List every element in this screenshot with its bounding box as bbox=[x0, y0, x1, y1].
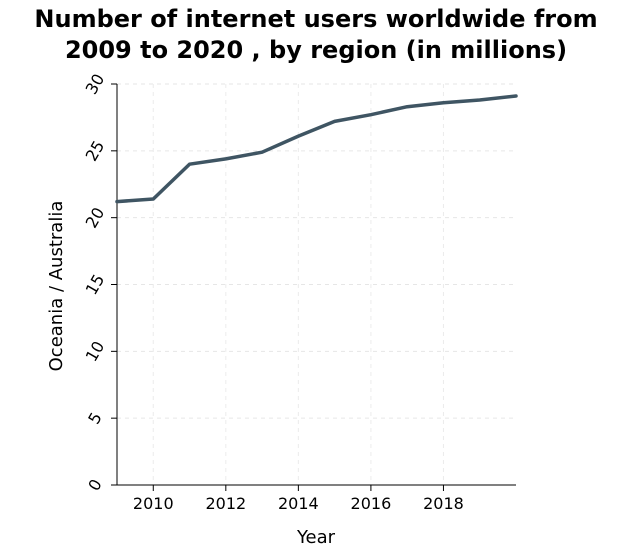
x-tick-label-2014: 2014 bbox=[278, 494, 319, 513]
series-layer bbox=[115, 94, 518, 204]
chart-title: Number of internet users worldwide from … bbox=[0, 4, 632, 66]
y-tick-label-15: 15 bbox=[82, 271, 109, 298]
chart-title-line-1: Number of internet users worldwide from bbox=[34, 5, 598, 33]
x-tick-label-2010: 2010 bbox=[133, 494, 174, 513]
x-tick-label-2018: 2018 bbox=[423, 494, 464, 513]
y-tick-label-10: 10 bbox=[82, 338, 109, 365]
grid-lines bbox=[117, 83, 516, 485]
y-tick-label-0: 0 bbox=[84, 476, 106, 494]
y-tick-label-20: 20 bbox=[82, 204, 109, 231]
y-tick-label-25: 25 bbox=[82, 137, 109, 164]
series-line-0 bbox=[115, 94, 518, 204]
tick-labels: 2010 2012 2014 2016 2018 0 5 10 15 20 25 30 bbox=[82, 70, 464, 513]
x-tick-label-2012: 2012 bbox=[205, 494, 246, 513]
x-tick-label-2016: 2016 bbox=[351, 494, 392, 513]
x-axis-label: Year bbox=[296, 527, 336, 548]
y-tick-label-30: 30 bbox=[82, 70, 109, 97]
y-tick-label-5: 5 bbox=[84, 409, 106, 427]
chart-title-line-2: 2009 to 2020 , by region (in millions) bbox=[64, 36, 568, 64]
y-axis-label: Oceania / Australia bbox=[46, 201, 67, 372]
